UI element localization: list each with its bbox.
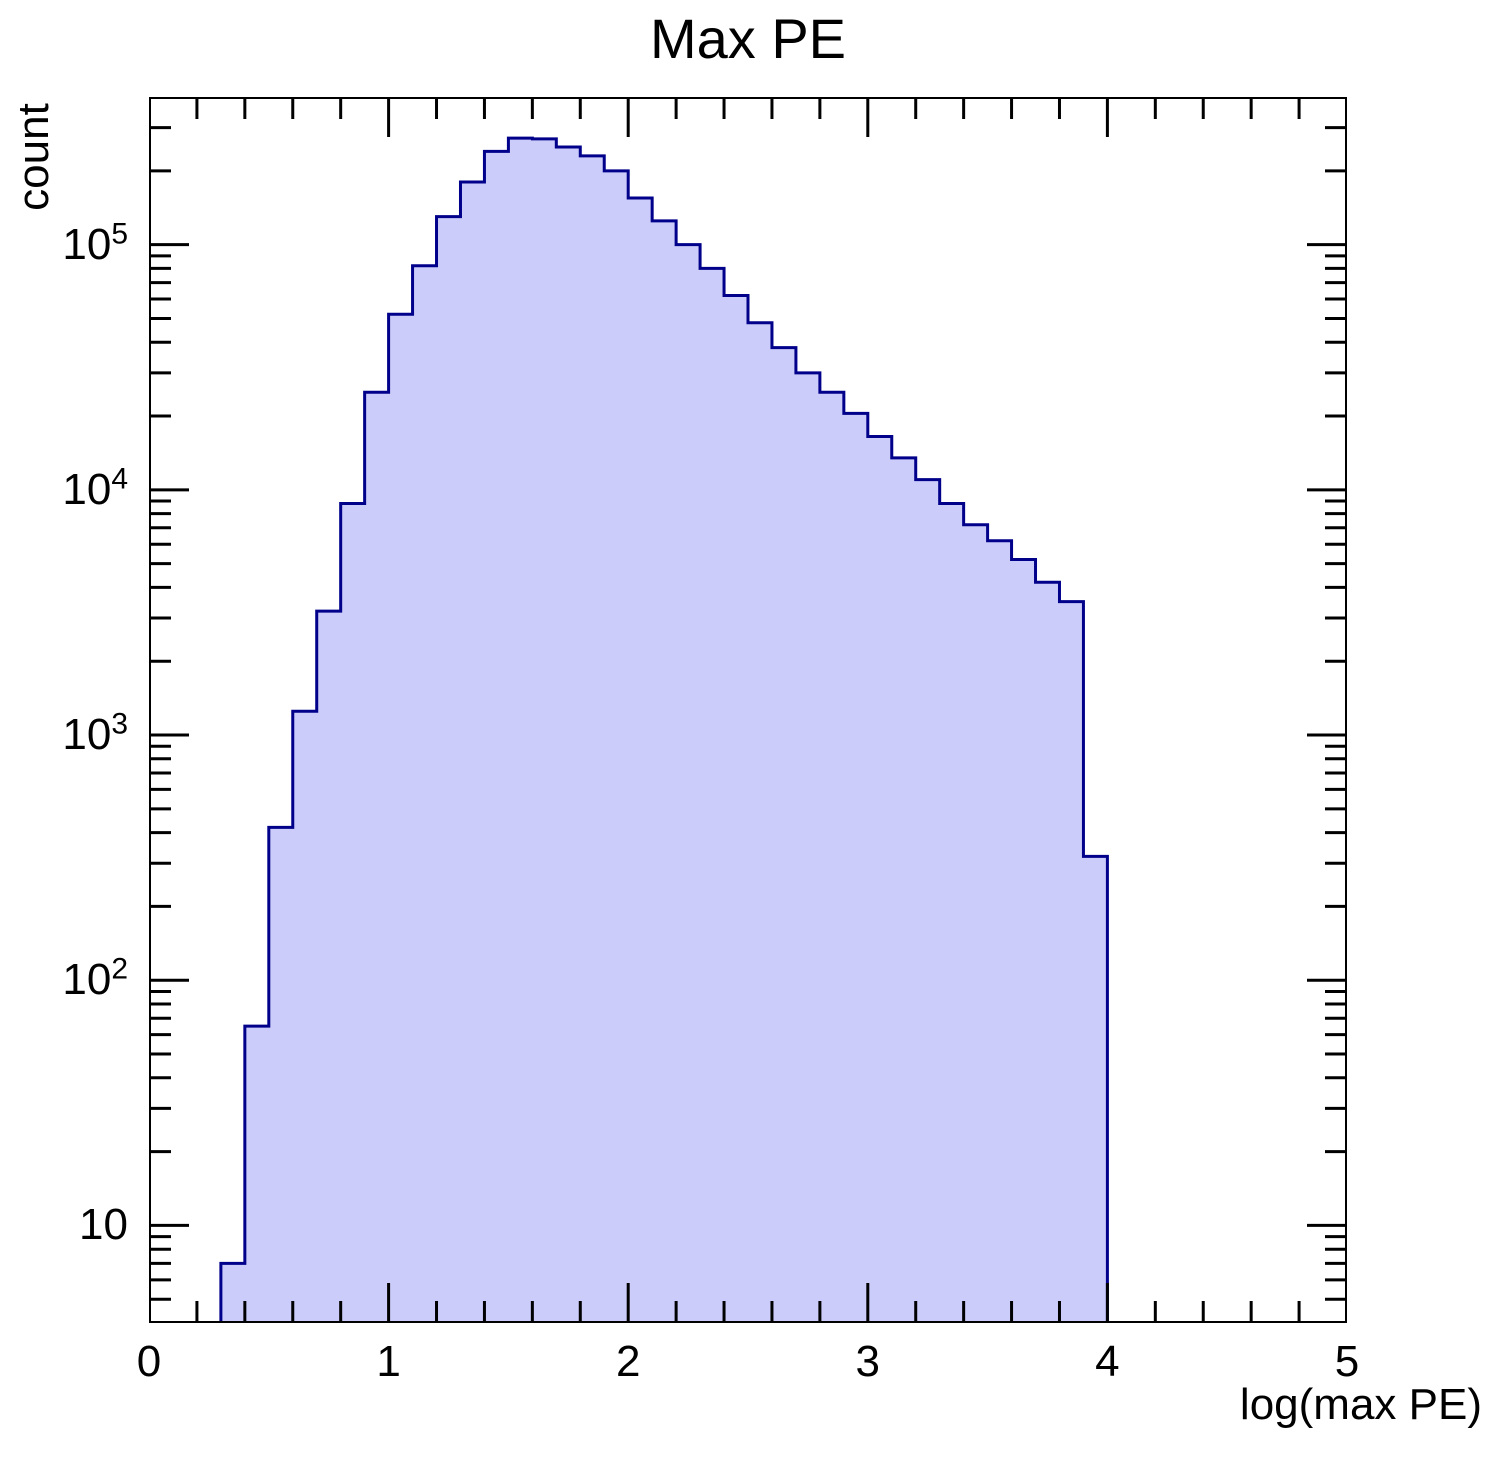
y-axis-title: count — [9, 103, 58, 211]
x-tick-label: 1 — [376, 1337, 401, 1386]
plot-frame — [149, 97, 1347, 1323]
x-tick-label: 3 — [855, 1337, 881, 1386]
x-axis-title: log(max PE) — [1239, 1380, 1482, 1429]
x-tick-label: 2 — [615, 1337, 641, 1386]
plot-area — [149, 97, 1347, 1323]
y-tick-label: 10 — [79, 1200, 128, 1250]
y-tick-label: 103 — [62, 707, 128, 760]
y-tick-label: 105 — [62, 216, 128, 269]
histogram-series — [219, 136, 1109, 1323]
y-tick-label: 102 — [62, 952, 128, 1005]
y-tick-label: 104 — [62, 462, 128, 514]
histogram-svg — [149, 97, 1347, 1323]
histogram-bars — [219, 136, 1109, 1323]
x-tick-label: 5 — [1334, 1337, 1360, 1386]
axis-ticks — [149, 97, 1347, 1323]
x-tick-label: 4 — [1095, 1337, 1120, 1386]
x-tick-label: 0 — [136, 1337, 162, 1386]
page-title: Max PE — [649, 7, 847, 70]
